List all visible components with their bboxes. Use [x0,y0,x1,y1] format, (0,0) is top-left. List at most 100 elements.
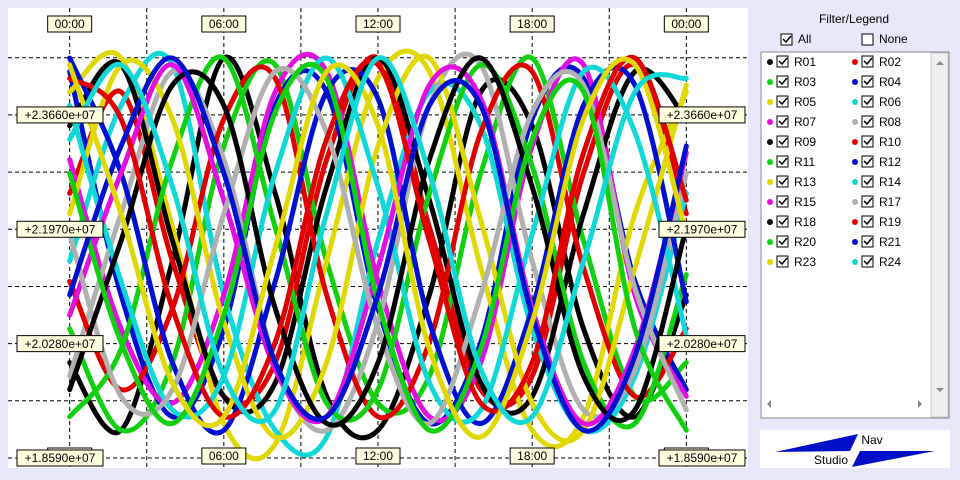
tick-label: +1.8590e+07 [667,451,738,465]
legend-swatch [767,119,773,125]
legend-checkbox[interactable] [861,175,874,188]
check [863,237,873,246]
all-checkbox[interactable] [780,33,793,46]
legend-swatch [852,219,858,225]
legend-label[interactable]: R18 [794,215,816,229]
legend-checkbox[interactable] [776,255,789,268]
legend-label[interactable]: R15 [794,195,816,209]
legend-swatch [767,139,773,145]
legend-checkbox[interactable] [861,115,874,128]
check [863,217,873,226]
legend-label[interactable]: R07 [794,115,816,129]
series-line [67,62,689,427]
legend-label[interactable]: R06 [879,95,901,109]
legend-swatch [767,239,773,245]
legend-label[interactable]: R19 [879,215,901,229]
legend-title: Filter/Legend [819,12,889,26]
tick-label: 12:00 [363,449,393,463]
legend-swatch [852,179,858,185]
legend-label[interactable]: R13 [794,175,816,189]
tick-label: 18:00 [517,17,547,31]
tick-label-box [658,106,746,124]
nav-label[interactable]: Nav [861,433,882,447]
studio-label[interactable]: Studio [814,453,848,467]
none-label[interactable]: None [879,32,908,46]
check [778,217,788,226]
legend-label[interactable]: R01 [794,55,816,69]
tick-label: +2.0280e+07 [25,337,96,351]
tick-label: +2.3660e+07 [667,108,738,122]
legend-checkbox[interactable] [776,175,789,188]
check [778,177,788,186]
nav-arrow-left [775,434,858,452]
scroll-down[interactable] [936,388,944,392]
scroll-right[interactable] [918,400,922,408]
legend-label[interactable]: R11 [794,155,815,169]
legend-checkbox[interactable] [776,235,789,248]
legend-swatch [852,259,858,265]
legend-swatch [852,59,858,65]
legend-label[interactable]: R12 [879,155,901,169]
all-label[interactable]: All [798,32,811,46]
legend-swatch [767,79,773,85]
legend-label[interactable]: R17 [879,195,901,209]
legend-swatch [852,239,858,245]
legend-checkbox[interactable] [861,255,874,268]
legend-label[interactable]: R21 [879,235,901,249]
tick-label: 06:00 [209,17,239,31]
legend-checkbox[interactable] [776,135,789,148]
legend-checkbox[interactable] [861,95,874,108]
legend-checkbox[interactable] [776,155,789,168]
none-checkbox[interactable] [861,33,874,46]
legend-label[interactable]: R02 [879,55,901,69]
check [778,57,788,66]
nav-arrow-right [852,451,935,467]
legend-label[interactable]: R10 [879,135,901,149]
legend-checkbox[interactable] [776,115,789,128]
series-line [67,55,689,425]
legend-swatch [767,259,773,265]
tick-label: +2.3660e+07 [25,108,96,122]
legend-checkbox[interactable] [776,215,789,228]
legend-label[interactable]: R03 [794,75,816,89]
legend-label[interactable]: R14 [879,175,901,189]
scroll-up[interactable] [936,61,944,65]
series-line [67,55,689,426]
legend-checkbox[interactable] [861,75,874,88]
legend-label[interactable]: R04 [879,75,901,89]
legend-swatch [852,119,858,125]
legend-checkbox[interactable] [861,235,874,248]
tick-label: 00:00 [55,17,85,31]
legend-swatch [852,79,858,85]
legend-label[interactable]: R05 [794,95,816,109]
tick-label-box [663,15,709,33]
legend-label[interactable]: R20 [794,235,816,249]
legend-label[interactable]: R09 [794,135,816,149]
legend-checkbox[interactable] [776,55,789,68]
check [863,137,873,146]
check [863,117,873,126]
tick-label: 00:00 [671,17,701,31]
legend-swatch [852,139,858,145]
legend-checkbox[interactable] [861,195,874,208]
series-line [67,56,689,440]
tick-label: +2.1970e+07 [667,222,738,236]
tick-label-box [16,335,104,353]
legend-checkbox[interactable] [776,95,789,108]
legend-checkbox[interactable] [861,215,874,228]
legend-checkbox[interactable] [776,75,789,88]
check [778,237,788,246]
legend-label[interactable]: R24 [879,255,901,269]
scroll-left[interactable] [767,400,771,408]
legend-checkbox[interactable] [861,155,874,168]
legend-checkbox[interactable] [861,55,874,68]
legend-checkbox[interactable] [861,135,874,148]
legend-label[interactable]: R08 [879,115,901,129]
check [778,257,788,266]
legend-checkbox[interactable] [776,195,789,208]
check [778,157,788,166]
legend-list [760,51,950,419]
legend-label[interactable]: R23 [794,255,816,269]
scrollbar[interactable] [930,52,949,418]
